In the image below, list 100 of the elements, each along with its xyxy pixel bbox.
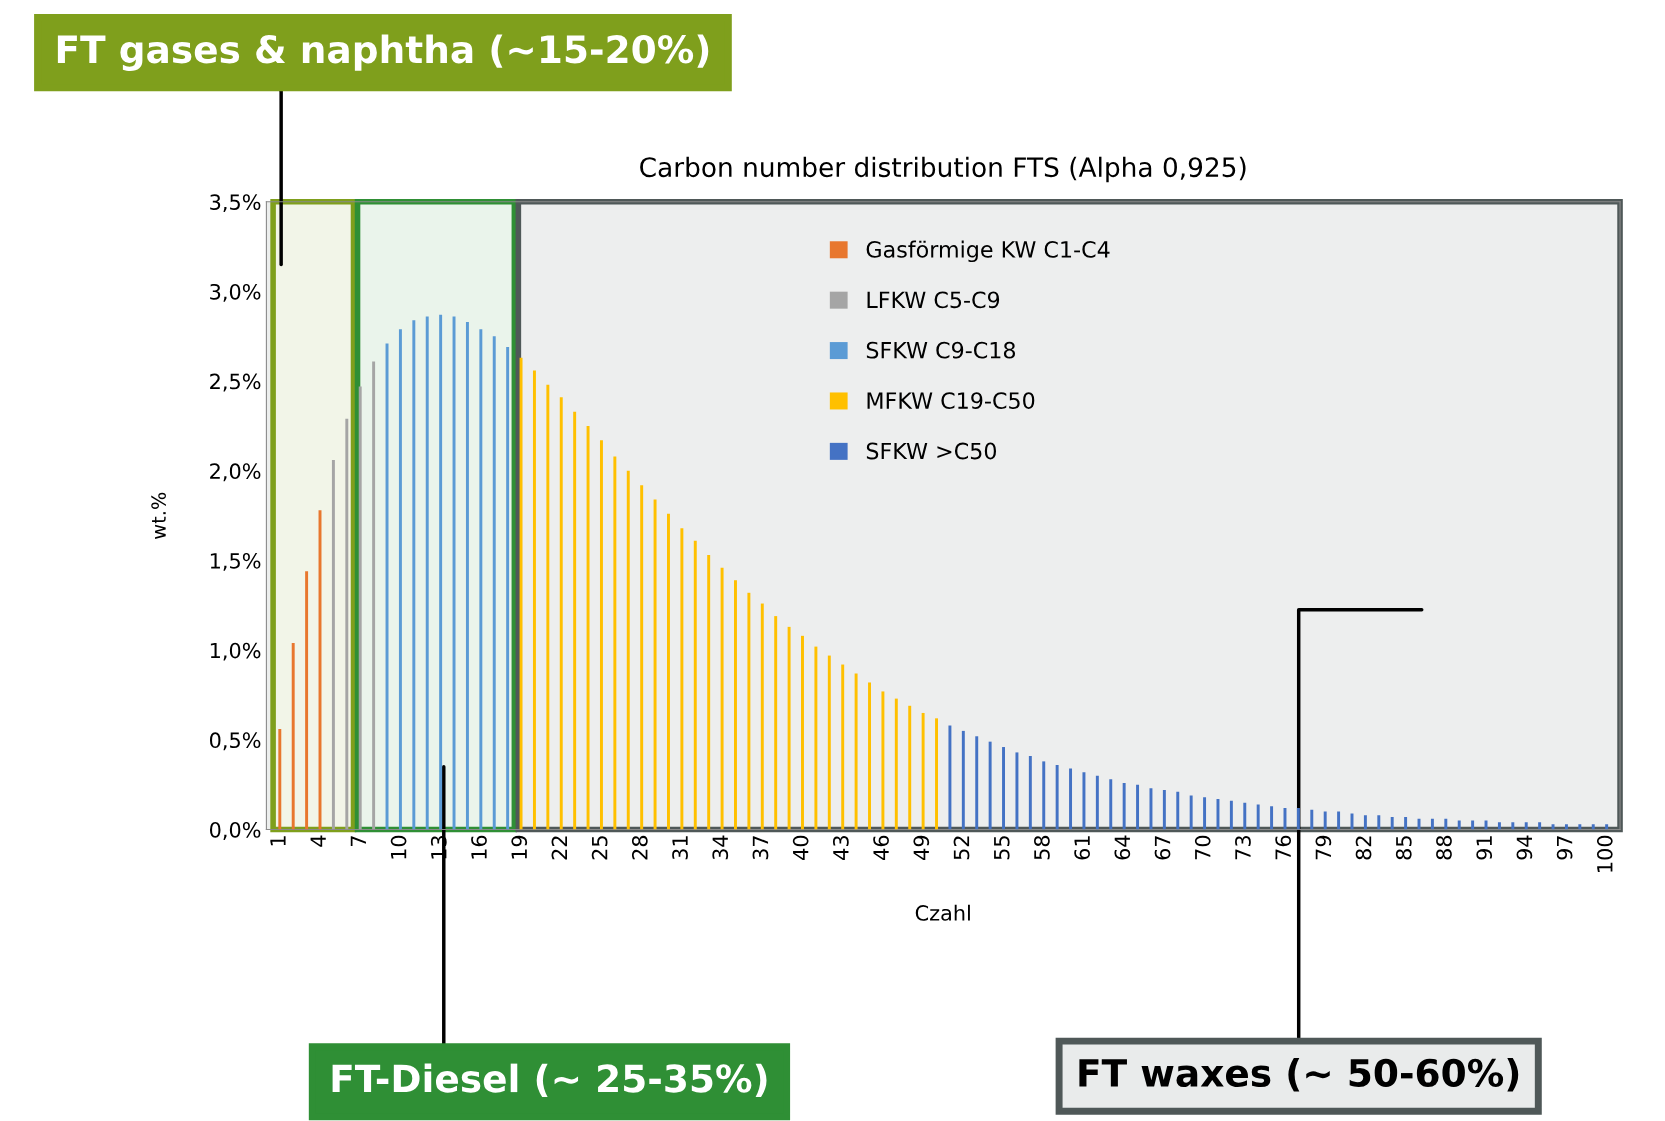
x-tick-label: 55 [994,836,1010,860]
bar [1162,790,1166,830]
bar [1270,806,1274,830]
x-tick-label: 22 [551,836,567,860]
bar [305,571,309,830]
bar [734,580,737,830]
bar [1457,820,1461,830]
bar [640,485,644,830]
bar [1082,772,1086,830]
x-tick-label: 100 [1596,835,1613,872]
bar [841,664,845,830]
legend-label: Gasförmige KW C1-C4 [866,240,1110,263]
x-tick-label: 52 [953,836,970,860]
bar [1028,756,1032,830]
x-tick-label: 4 [310,835,326,847]
x-tick-label: 85 [1395,836,1412,860]
bar [868,682,871,830]
bar [599,440,603,830]
bar [680,528,684,830]
x-tick-label: 16 [471,835,487,859]
bar [1323,811,1327,830]
bar [358,386,362,830]
bar [398,329,402,830]
bar [1229,800,1233,830]
bar [425,316,429,830]
x-tick-label: 7 [350,836,366,846]
x-tick-label: 73 [1235,836,1251,860]
x-tick-label: 76 [1275,835,1292,860]
bar [854,673,858,830]
bar [1002,747,1006,830]
bar [693,540,697,830]
legend-label: MFKW C19-C50 [867,392,1035,409]
bar [1055,764,1059,830]
legend-label: SFKW C9-C18 [866,341,1016,359]
bar [1149,788,1153,830]
bar [921,712,925,830]
bar [1296,808,1300,830]
bar [908,705,912,830]
bar [720,567,724,830]
y-tick-label: 2,0% [210,463,261,482]
bar [1189,795,1193,830]
bar [653,499,657,830]
bar [1390,816,1394,830]
y-tick-label: 1,5% [210,552,261,571]
bar [961,730,965,830]
x-tick-label: 37 [752,836,769,860]
bar [760,603,764,830]
bar [1471,820,1475,830]
bar [452,316,456,830]
x-tick-label: 61 [1074,836,1090,860]
y-tick-label: 2,5% [210,373,261,392]
bar [774,616,778,830]
x-tick-label: 64 [1114,835,1131,860]
y-tick-label: 1,0% [210,642,261,661]
bar [975,736,979,830]
bar [532,370,536,830]
bar [707,555,711,830]
bar [546,384,550,830]
bar [519,357,523,830]
bar [747,592,751,830]
x-tick-label: 58 [1034,835,1050,860]
bar [1497,822,1501,830]
x-tick-label: 91 [1476,836,1493,860]
bar [1109,779,1113,830]
x-tick-label: 34 [712,835,729,860]
band-label: FT gases & naphtha (~15-20%) [57,34,709,71]
bar [492,336,496,830]
x-axis-title: Czahl [915,904,970,921]
bar [881,691,885,830]
bar [573,411,577,830]
bar [1015,752,1019,830]
bar [988,741,992,830]
bar [1310,809,1314,830]
bar [465,321,469,830]
x-tick-label: 19 [511,835,528,859]
bar [506,347,510,830]
bar [439,314,443,830]
bar [372,361,376,830]
y-tick-label: 3,5% [210,194,261,213]
bar [1203,797,1207,830]
x-tick-label: 25 [591,836,608,860]
bar [1538,822,1542,830]
bar [1363,815,1367,830]
bar [1404,816,1408,830]
x-tick-label: 82 [1355,836,1372,860]
y-tick-label: 3,0% [210,283,261,302]
bar [1042,761,1046,830]
x-tick-label: 79 [1315,835,1332,860]
bar [1511,822,1515,830]
x-tick-label: 10 [390,835,407,859]
x-tick-label: 46 [873,835,889,860]
y-tick-label: 0,5% [209,732,261,751]
bar [1095,775,1099,830]
bar [1578,824,1582,830]
bar [894,698,898,830]
bar [1430,818,1434,830]
legend-label: LFKW C5-C9 [867,291,1000,309]
x-tick-label: 94 [1516,835,1533,860]
y-tick-label: 0,0% [209,821,261,840]
bar [331,460,335,830]
